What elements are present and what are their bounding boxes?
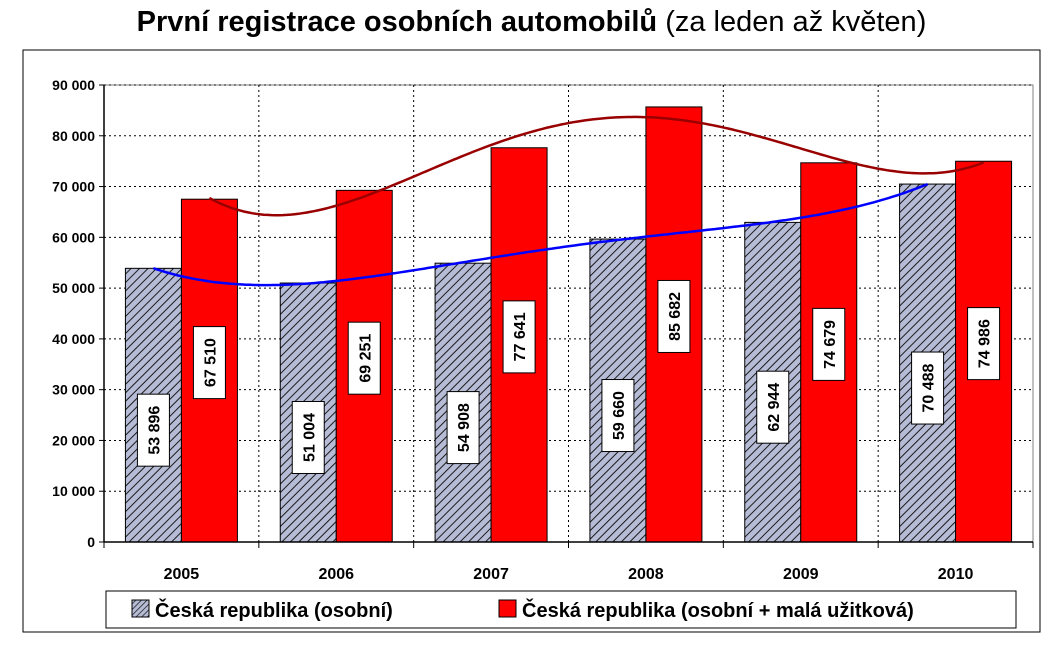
data-label-series2-box: 77 641 <box>502 300 536 374</box>
x-tick-label: 2010 <box>938 566 974 583</box>
y-tick-label: 90 000 <box>52 77 95 93</box>
data-label-series1: 54 908 <box>456 403 473 452</box>
data-label-series1-bg <box>601 379 635 453</box>
data-label-series1-bg <box>291 401 325 475</box>
chart-title-main: První registrace osobních automobilů <box>136 6 658 38</box>
data-label-series1-box: 70 488 <box>911 351 945 425</box>
data-labels: 53 896 67 510 51 004 69 251 54 908 77 641 59 6… <box>136 279 1001 475</box>
legend-label-series1: Česká republika (osobní) <box>155 598 393 622</box>
data-label-series1: 59 660 <box>611 391 628 440</box>
y-tick-label: 60 000 <box>52 229 95 245</box>
y-tick-label: 80 000 <box>52 128 95 144</box>
data-label-series1-bg <box>756 370 790 444</box>
y-tick-label: 40 000 <box>52 331 95 347</box>
data-label-series2-bg <box>967 307 1001 381</box>
plot-area <box>103 84 1034 543</box>
bars <box>124 106 1013 543</box>
data-label-series1: 51 004 <box>301 413 318 462</box>
data-label-series2: 74 679 <box>822 320 839 369</box>
y-tick-label: 0 <box>87 534 95 550</box>
data-label-series2-bg <box>812 307 846 381</box>
data-label-series1-box: 59 660 <box>601 379 635 453</box>
data-label-series2-bg <box>192 326 226 400</box>
data-label-series1: 70 488 <box>921 363 938 412</box>
data-label-series2-bg <box>347 321 381 395</box>
data-label-series2-box: 67 510 <box>192 326 226 400</box>
data-label-series1-bg <box>446 391 480 465</box>
trendline-series2 <box>208 115 985 217</box>
y-tick-label: 70 000 <box>52 179 95 195</box>
data-label-series1-box: 53 896 <box>136 393 170 467</box>
legend-swatch-series2 <box>498 599 517 618</box>
data-label-series1-bg <box>911 351 945 425</box>
chart-title: První registrace osobních automobilů (za… <box>0 6 1063 39</box>
data-label-series2-box: 69 251 <box>347 321 381 395</box>
axes: 0 10 000 20 000 30 000 40 000 50 000 60 000 70 … <box>52 77 1034 583</box>
x-tick-label: 2006 <box>318 566 354 583</box>
trendlines <box>153 115 985 287</box>
data-label-series1: 62 944 <box>766 383 783 432</box>
data-label-series2: 85 682 <box>667 292 684 341</box>
y-tick-label: 30 000 <box>52 382 95 398</box>
legend-box <box>105 590 1017 629</box>
data-label-series2-box: 85 682 <box>657 279 691 353</box>
x-tick-label: 2007 <box>473 566 509 583</box>
data-label-series1: 53 896 <box>146 406 163 455</box>
data-label-series2: 67 510 <box>202 338 219 387</box>
x-tick-label: 2009 <box>783 566 819 583</box>
data-label-series1-bg <box>136 393 170 467</box>
data-label-series2-box: 74 986 <box>967 307 1001 381</box>
legend-swatch-series1 <box>131 599 150 618</box>
data-label-series2: 77 641 <box>512 312 529 361</box>
y-tick-label: 50 000 <box>52 280 95 296</box>
data-label-series2-bg <box>657 279 691 353</box>
data-label-series1-box: 51 004 <box>291 401 325 475</box>
legend: Česká republika (osobní) Česká republika … <box>105 590 1017 629</box>
x-tick-label: 2005 <box>164 566 200 583</box>
data-label-series1-box: 54 908 <box>446 391 480 465</box>
data-label-series1-box: 62 944 <box>756 370 790 444</box>
y-tick-label: 20 000 <box>52 432 95 448</box>
grid <box>103 84 1034 543</box>
legend-label-series2: Česká republika (osobní + malá užitková) <box>522 598 914 622</box>
data-label-series2-box: 74 679 <box>812 307 846 381</box>
data-label-series2: 69 251 <box>357 334 374 383</box>
data-label-series2-bg <box>502 300 536 374</box>
data-label-series2: 74 986 <box>977 319 994 368</box>
y-tick-label: 10 000 <box>52 483 95 499</box>
trendline-series1 <box>153 183 929 287</box>
x-tick-label: 2008 <box>628 566 664 583</box>
chart-title-sub: (za leden až květen) <box>665 6 927 38</box>
